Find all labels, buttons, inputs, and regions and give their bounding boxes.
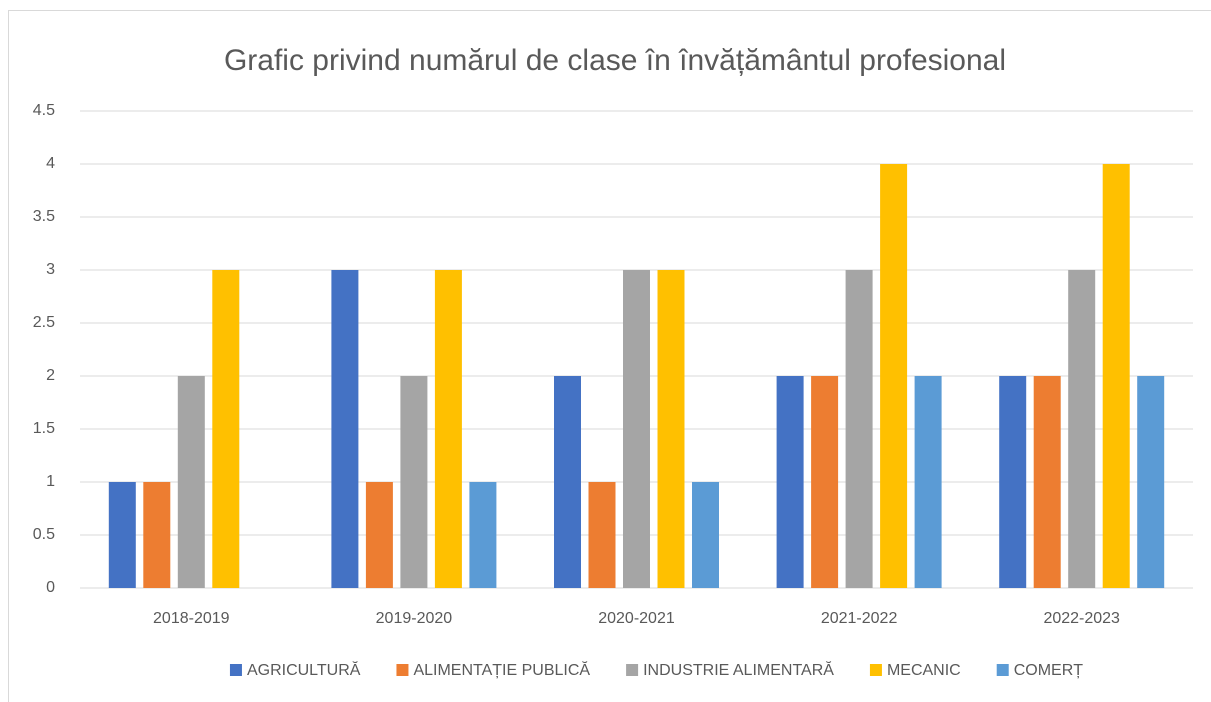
y-tick-label: 0 — [46, 579, 55, 596]
legend-swatch — [869, 664, 882, 676]
x-tick-label: 2021-2022 — [821, 610, 898, 627]
legend-label: INDUSTRIE ALIMENTARĂ — [643, 660, 834, 679]
y-tick-label: 2 — [46, 367, 55, 384]
bar — [1102, 164, 1130, 588]
y-tick-label: 4 — [46, 155, 55, 172]
chart-title: Grafic privind numărul de clase în învăț… — [224, 44, 1006, 77]
x-tick-label: 2019-2020 — [376, 610, 453, 627]
legend-label: COMERȚ — [1014, 662, 1084, 679]
y-tick-label: 0.5 — [33, 526, 55, 543]
legend-label: AGRICULTURĂ — [247, 660, 361, 679]
bar — [845, 270, 873, 588]
legend-swatch — [229, 664, 242, 676]
legend-swatch — [626, 664, 639, 676]
y-tick-label: 4.5 — [33, 102, 55, 119]
bar — [1137, 376, 1165, 588]
bar — [811, 376, 839, 588]
bar — [554, 376, 581, 588]
bar — [1068, 270, 1096, 588]
x-tick-label: 2020-2021 — [598, 610, 675, 627]
x-tick-label: 2022-2023 — [1043, 610, 1120, 627]
bar — [331, 270, 359, 588]
bar — [177, 376, 205, 588]
y-tick-label: 3 — [46, 261, 55, 278]
bar — [212, 270, 240, 588]
bar — [469, 482, 497, 588]
y-tick-label: 2.5 — [33, 314, 55, 331]
bar — [400, 376, 428, 588]
bar — [143, 482, 171, 588]
bar — [657, 270, 685, 588]
x-tick-label: 2018-2019 — [153, 610, 230, 627]
bar — [692, 482, 719, 588]
bar — [880, 164, 908, 588]
legend-swatch — [996, 664, 1009, 676]
bar — [1033, 376, 1061, 588]
bar — [776, 376, 804, 588]
y-tick-label: 1 — [46, 473, 55, 490]
chart-border — [8, 10, 1211, 702]
legend-swatch — [396, 664, 409, 676]
bar — [588, 482, 616, 588]
y-tick-label: 3.5 — [33, 208, 55, 225]
bar — [434, 270, 462, 588]
bar — [623, 270, 650, 588]
y-tick-label: 1.5 — [33, 420, 55, 437]
legend-label: ALIMENTAȚIE PUBLICĂ — [413, 660, 590, 679]
legend-label: MECANIC — [887, 662, 961, 679]
bar — [108, 482, 136, 588]
bar — [914, 376, 942, 588]
bar — [999, 376, 1027, 588]
bar — [365, 482, 393, 588]
